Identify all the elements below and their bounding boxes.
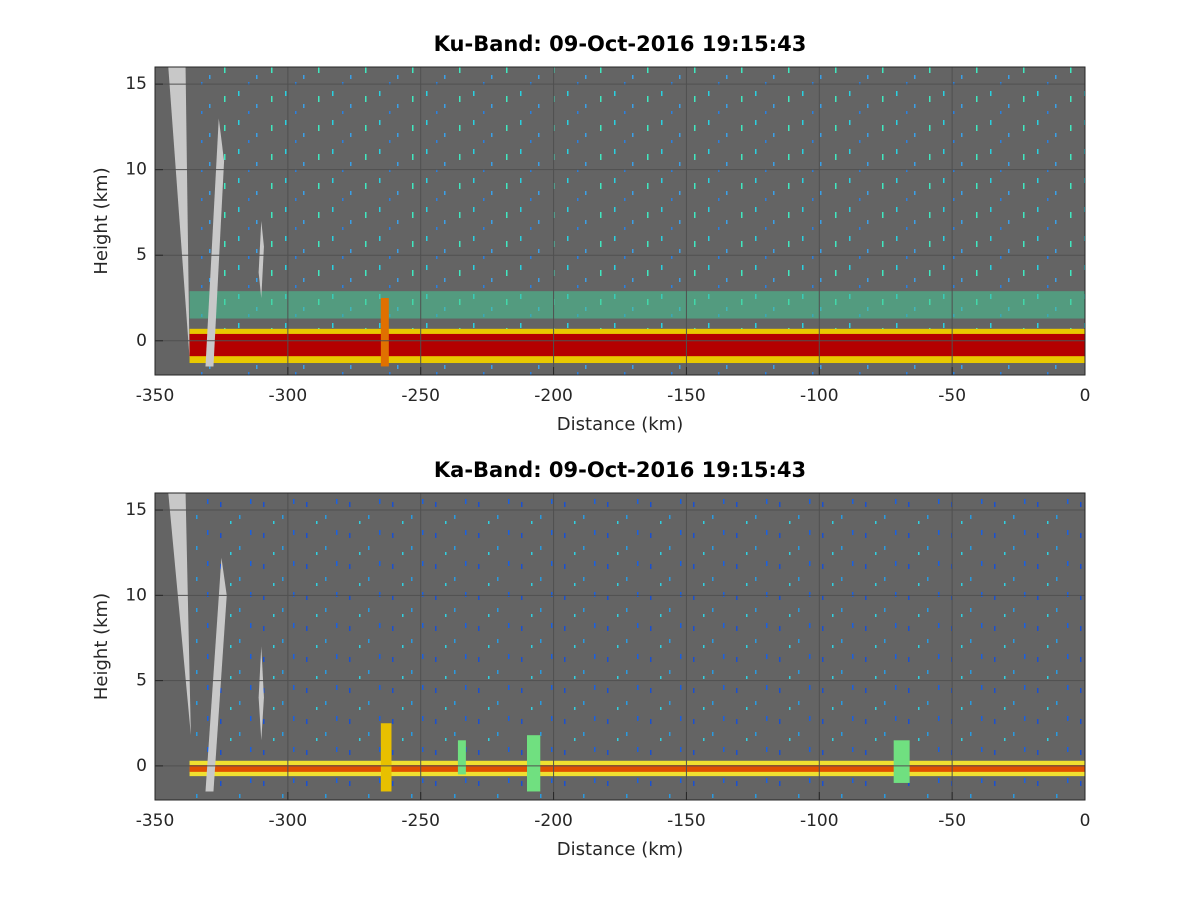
y-tick-label: 0 — [136, 331, 147, 351]
echo-region — [189, 291, 1086, 319]
echo-region — [893, 740, 910, 783]
y-tick-label: 10 — [125, 160, 147, 180]
echo-region — [380, 723, 392, 792]
axes-frame — [154, 66, 1086, 376]
blanked-region — [258, 646, 264, 741]
y-tick-label: 0 — [136, 756, 147, 776]
x-tick-label: 0 — [1080, 386, 1091, 406]
blanked-region — [258, 221, 264, 298]
noise-texture — [195, 493, 1085, 800]
x-tick-label: -100 — [800, 811, 839, 831]
x-tick-label: -350 — [136, 811, 175, 831]
chart-title: Ku-Band: 09-Oct-2016 19:15:43 — [434, 32, 807, 56]
y-tick-label: 15 — [125, 500, 147, 520]
echo-region — [189, 765, 1086, 772]
panel: -350 -300 -250 -200 -150 -100 -50 0 0 5 10 15 Ka-Ban… — [91, 458, 1090, 860]
x-tick-label: -50 — [938, 386, 966, 406]
x-tick-label: -350 — [136, 386, 175, 406]
x-tick-label: -150 — [667, 386, 706, 406]
chart-title: Ka-Band: 09-Oct-2016 19:15:43 — [434, 458, 806, 482]
y-tick-label: 15 — [125, 74, 147, 94]
y-axis-label: Height (km) — [91, 167, 112, 274]
echo-region — [189, 333, 1086, 357]
blanked-region — [205, 557, 227, 792]
x-tick-label: -250 — [401, 386, 440, 406]
echo-region — [380, 298, 389, 367]
x-tick-label: -250 — [401, 811, 440, 831]
y-tick-label: 5 — [136, 671, 147, 691]
y-tick-label: 10 — [125, 585, 147, 605]
y-axis-label: Height (km) — [91, 593, 112, 700]
blanked-region — [205, 118, 225, 367]
echo-region — [527, 735, 541, 792]
x-tick-label: -50 — [938, 811, 966, 831]
x-tick-label: -150 — [667, 811, 706, 831]
x-tick-label: -100 — [800, 386, 839, 406]
x-tick-label: -200 — [534, 811, 573, 831]
axes-frame — [154, 492, 1086, 801]
x-tick-label: -300 — [269, 386, 308, 406]
blanked-region — [168, 67, 190, 358]
x-axis-label: Distance (km) — [557, 414, 683, 435]
y-tick-label: 5 — [136, 245, 147, 265]
x-tick-label: -200 — [534, 386, 573, 406]
blanked-region — [168, 493, 191, 736]
noise-texture — [195, 67, 1085, 375]
echo-region — [457, 740, 466, 775]
x-tick-label: 0 — [1080, 811, 1091, 831]
panel: -350 -300 -250 -200 -150 -100 -50 0 0 5 10 15 Ku-Ban… — [91, 32, 1090, 435]
x-axis-label: Distance (km) — [557, 839, 683, 860]
x-tick-label: -300 — [269, 811, 308, 831]
